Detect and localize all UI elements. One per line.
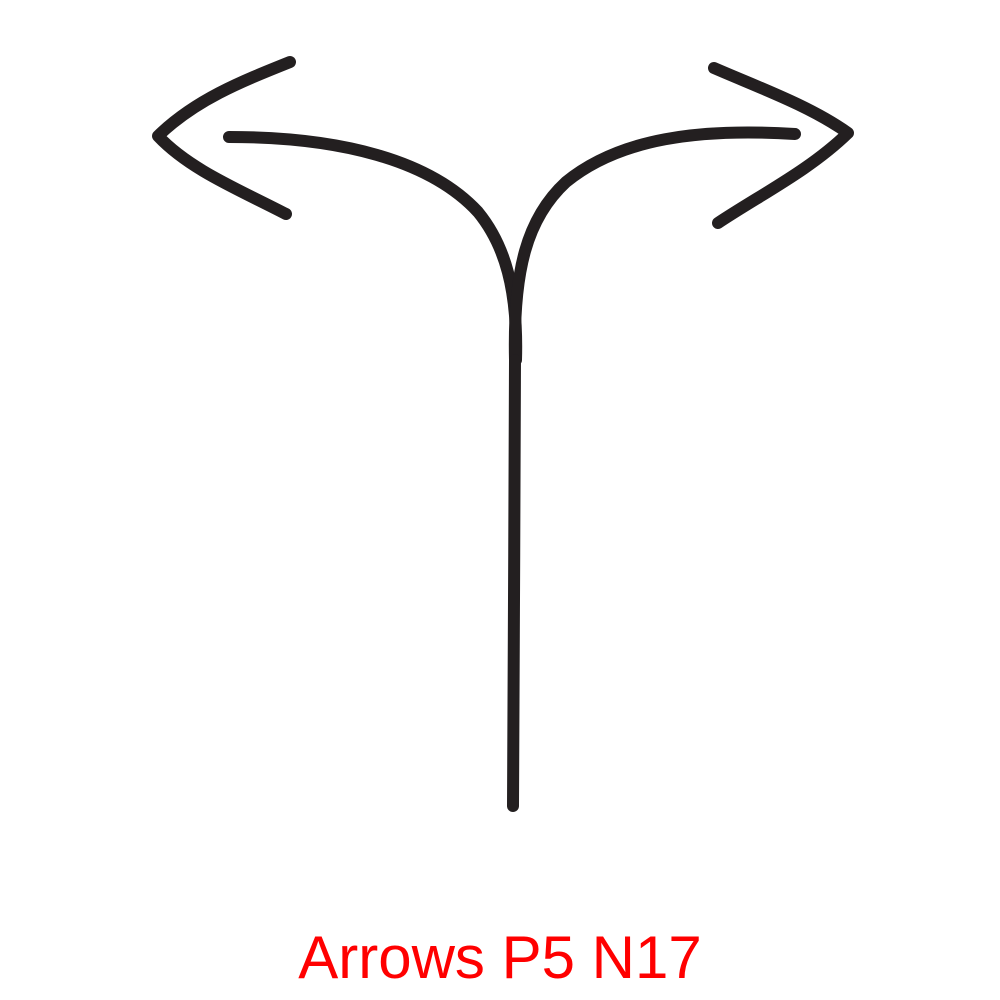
caption: Arrows P5 N17	[298, 924, 702, 991]
right-branch	[508, 126, 801, 366]
right-arrowhead	[708, 62, 854, 229]
stem	[507, 354, 521, 812]
left-arrowhead	[152, 56, 296, 220]
left-branch	[223, 131, 523, 366]
